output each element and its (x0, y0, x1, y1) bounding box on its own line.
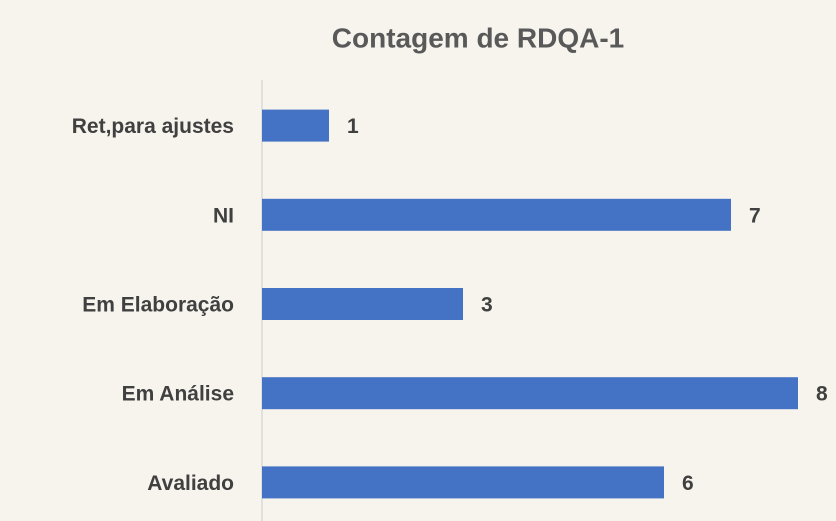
data-label: 7 (749, 204, 761, 227)
data-label: 3 (481, 294, 493, 317)
data-label: 1 (347, 115, 359, 138)
bar (262, 466, 664, 499)
y-tick-label: Em Análise (122, 383, 234, 406)
data-label: 6 (682, 472, 694, 495)
data-label: 8 (816, 383, 828, 406)
chart-title: Contagem de RDQA-1 (332, 22, 624, 53)
bar (262, 377, 798, 410)
y-tick-label: NI (213, 204, 234, 227)
bar (262, 198, 731, 231)
y-tick-label: Avaliado (147, 472, 234, 495)
y-tick-label: Em Elaboração (82, 294, 234, 317)
bar (262, 109, 329, 142)
y-tick-label: Ret,para ajustes (72, 115, 234, 138)
bar (262, 288, 463, 320)
